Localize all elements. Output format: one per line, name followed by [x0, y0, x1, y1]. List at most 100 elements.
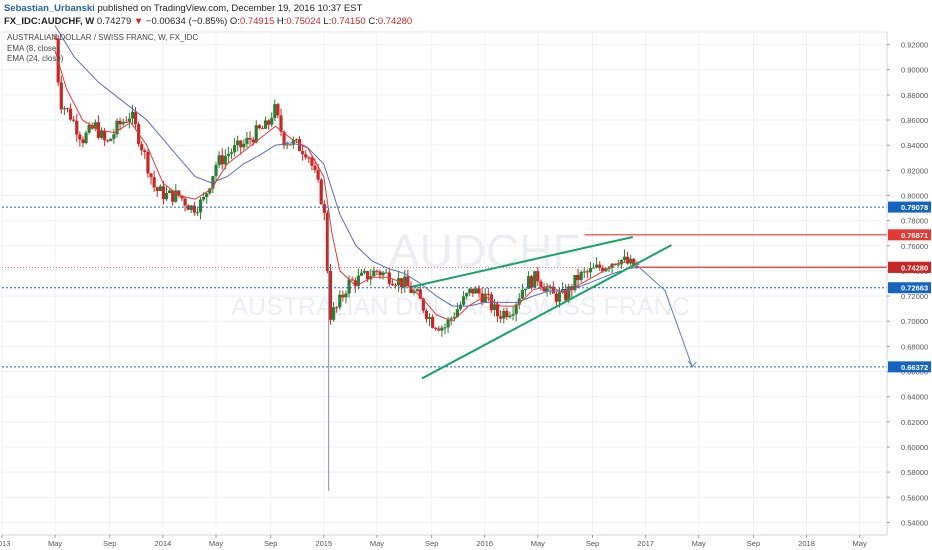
candle-body	[133, 111, 138, 125]
candle-body	[523, 288, 528, 291]
candle-body	[217, 155, 221, 165]
candle-body	[208, 188, 212, 194]
time-tick-label: Sep	[103, 539, 116, 548]
candle-body	[171, 190, 175, 202]
candle-body	[353, 280, 357, 287]
wedge-upper-line	[412, 235, 633, 288]
candle-body	[220, 155, 224, 165]
legend-ema8: EMA (8, close)	[7, 43, 60, 53]
quote-line: FX_IDC:AUDCHF, W 0.74279 ▼ −0.00634 (−0.…	[4, 16, 412, 27]
price-tick-label: 0.58000	[901, 468, 928, 477]
candle-body	[322, 204, 326, 213]
candle-body	[99, 130, 104, 138]
candle-body	[106, 140, 110, 142]
candle-body	[427, 317, 432, 319]
candle-body	[251, 139, 255, 143]
candle-body	[174, 190, 178, 202]
price-tick-label: 0.82000	[901, 166, 928, 175]
open-value: 0.74915	[239, 16, 275, 27]
candle-body	[158, 186, 162, 191]
candle-body	[564, 289, 568, 301]
candle-body	[378, 271, 382, 276]
time-tick-label: 2016	[476, 539, 493, 548]
candle-body	[177, 190, 181, 196]
price-tick-label: 0.68000	[901, 342, 928, 351]
candle-body	[254, 125, 258, 143]
high-value: 0.75024	[286, 16, 321, 27]
candle-body	[260, 128, 265, 130]
candle-body	[103, 130, 107, 141]
candle-body	[390, 283, 394, 286]
candle-body	[424, 310, 429, 319]
author-link[interactable]: Sebastian_Urbanski	[4, 3, 95, 14]
candle-body	[140, 144, 144, 151]
candle-body	[294, 139, 299, 141]
candle-body	[223, 155, 227, 165]
candle-body	[130, 111, 135, 119]
candle-body	[434, 327, 438, 329]
candle-body	[443, 327, 447, 329]
candle-body	[180, 195, 184, 199]
candle-body	[384, 272, 388, 274]
price-tick-label: 0.56000	[901, 493, 928, 502]
candle-body	[285, 144, 289, 146]
price-change: −0.00634 (−0.85%)	[145, 16, 228, 27]
open-label: O:	[229, 16, 240, 27]
candle-body	[579, 271, 583, 281]
price-tick-label: 0.70000	[901, 317, 928, 326]
candle-body	[607, 267, 611, 269]
price-axis[interactable]: 0.92000 0.90000 0.88000 0.86000 0.84000 0.820…	[886, 32, 931, 535]
price-tick-label: 0.64000	[901, 393, 928, 402]
candle-body	[331, 307, 336, 320]
candle-body	[310, 157, 314, 166]
candle-body	[502, 310, 506, 319]
candle-body	[276, 104, 280, 116]
candle-body	[526, 276, 531, 289]
price-marker-label: 0.72663	[901, 284, 928, 293]
price-tick-label: 0.78000	[901, 217, 928, 226]
projection-path	[637, 265, 693, 368]
candle-body	[189, 205, 193, 210]
candle-body	[421, 298, 425, 311]
time-tick-label: May	[692, 539, 706, 548]
candle-body	[542, 286, 546, 292]
candle-body	[492, 304, 497, 310]
candle-body	[75, 120, 79, 135]
candle-body	[236, 140, 240, 146]
legend-title: AUSTRALIAN DOLLAR / SWISS FRANC, W, FX_I…	[7, 33, 199, 42]
candle-body	[127, 118, 131, 123]
price-tick-label: 0.62000	[901, 418, 928, 427]
price-tick-label: 0.84000	[901, 141, 928, 150]
watermark: AUDCHF AUSTRALIAN DOLLAR / SWISS FRANC	[231, 225, 689, 321]
candle-body	[152, 177, 156, 188]
candle-body	[155, 187, 159, 191]
publish-info: published on TradingView.com, December 1…	[94, 3, 363, 14]
candle-body	[458, 304, 463, 310]
candle-body	[186, 205, 190, 210]
candle-body	[536, 271, 540, 282]
time-tick-label: May	[531, 539, 545, 548]
price-marker-label: 0.66372	[901, 363, 928, 372]
candle-body	[468, 288, 472, 294]
candle-body	[477, 288, 481, 294]
candle-body	[124, 121, 128, 123]
wedge-lower-line	[421, 244, 672, 380]
candle-body	[591, 267, 596, 269]
candle-body	[595, 264, 599, 268]
candle-body	[313, 165, 317, 171]
candle-body	[483, 293, 487, 303]
candle-body	[316, 170, 320, 180]
time-tick-label: 2018	[798, 539, 815, 548]
candle-body	[452, 316, 456, 319]
candle-body	[245, 137, 249, 144]
candle-body	[112, 134, 116, 139]
candle-body	[59, 82, 63, 110]
time-tick-label: May	[48, 539, 62, 548]
time-axis[interactable]: 2013 May Sep 2014 May Sep 2015 May Sep 2016 May Sep…	[0, 534, 887, 548]
down-arrow-icon: ▼	[133, 16, 144, 27]
price-marker	[888, 201, 931, 213]
candle-body	[437, 328, 441, 331]
candle-body	[375, 270, 379, 272]
last-price: 0.74279	[96, 16, 132, 27]
